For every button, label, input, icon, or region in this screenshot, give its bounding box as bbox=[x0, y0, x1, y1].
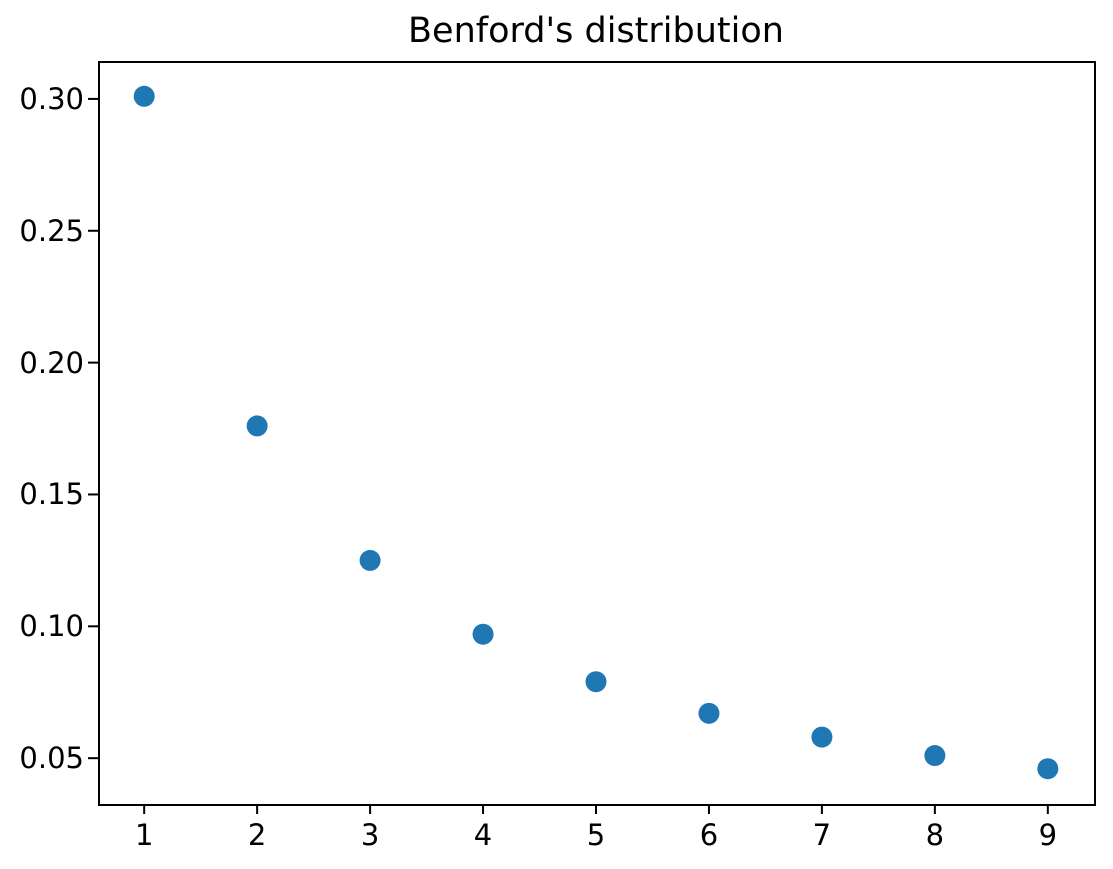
scatter-point bbox=[1037, 758, 1059, 780]
y-axis-tick-label: 0.25 bbox=[19, 213, 84, 248]
x-axis-tick-label: 1 bbox=[134, 818, 154, 852]
x-axis-tick-label: 2 bbox=[247, 818, 267, 852]
scatter-point bbox=[246, 415, 268, 437]
scatter-point bbox=[924, 745, 946, 767]
y-axis-tick-label: 0.10 bbox=[19, 609, 84, 644]
x-axis-tick-label: 7 bbox=[812, 818, 832, 852]
scatter-point bbox=[133, 85, 155, 107]
scatter-point bbox=[359, 549, 381, 571]
x-axis-tick-label: 9 bbox=[1038, 818, 1058, 852]
scatter-point bbox=[472, 623, 494, 645]
y-axis-tick-label: 0.30 bbox=[19, 81, 84, 116]
x-axis-tick-label: 6 bbox=[699, 818, 719, 852]
y-axis-tick-label: 0.20 bbox=[19, 345, 84, 380]
scatter-point bbox=[698, 702, 720, 724]
x-axis-tick-label: 8 bbox=[925, 818, 945, 852]
x-axis-tick-label: 4 bbox=[473, 818, 493, 852]
scatter-point bbox=[811, 726, 833, 748]
x-axis-tick-label: 5 bbox=[586, 818, 606, 852]
scatter-point bbox=[585, 671, 607, 693]
y-axis-tick-label: 0.05 bbox=[19, 741, 84, 776]
y-axis-tick-label: 0.15 bbox=[19, 477, 84, 512]
x-axis-tick-label: 3 bbox=[360, 818, 380, 852]
chart-title: Benford's distribution bbox=[408, 11, 784, 51]
